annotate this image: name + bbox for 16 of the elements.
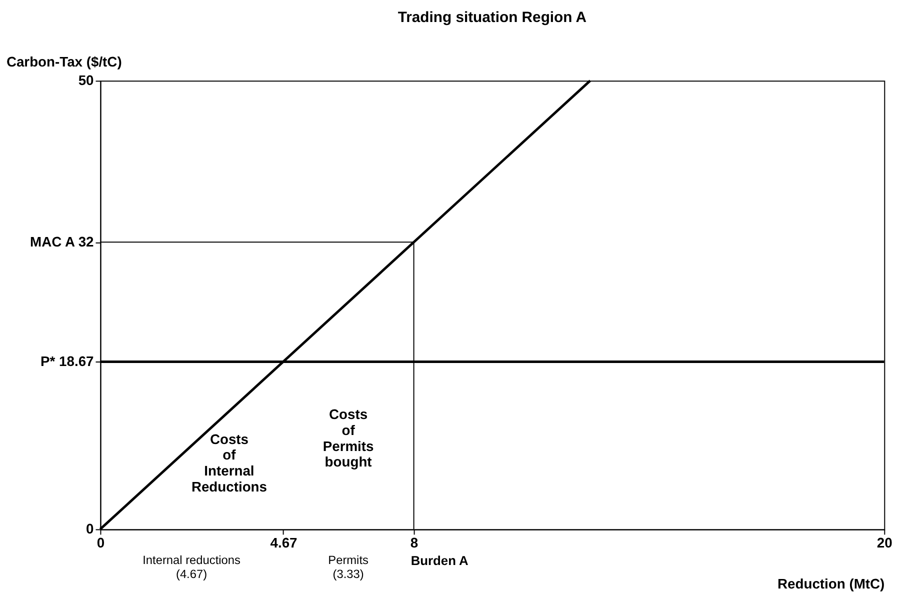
text: Burden A (410, 552, 468, 568)
text: Internal reductions (4.67) (142, 552, 240, 581)
x-tick-label: 20 (876, 534, 893, 551)
y-axis-title: Carbon-Tax ($/tC) (6, 53, 122, 70)
y-tick-label: P* 18.67 (40, 353, 94, 370)
y-tick-label: 0 (86, 520, 94, 537)
annotation: Costs of Permits bought (322, 406, 374, 470)
y-tick-label: MAC A 32 (30, 234, 94, 250)
annotation: Costs of Internal Reductions (191, 430, 268, 495)
x-tick-label: 0 (96, 534, 105, 551)
y-tick-label: 50 (78, 72, 94, 88)
chart-title: Trading situation Region A (398, 10, 587, 26)
x-tick-label: 4.67 (270, 534, 298, 551)
x-tick-label: 8 (410, 534, 418, 551)
text: Permits (3.33) (328, 552, 368, 581)
x-axis-title: Reduction (MtC) (778, 575, 885, 592)
